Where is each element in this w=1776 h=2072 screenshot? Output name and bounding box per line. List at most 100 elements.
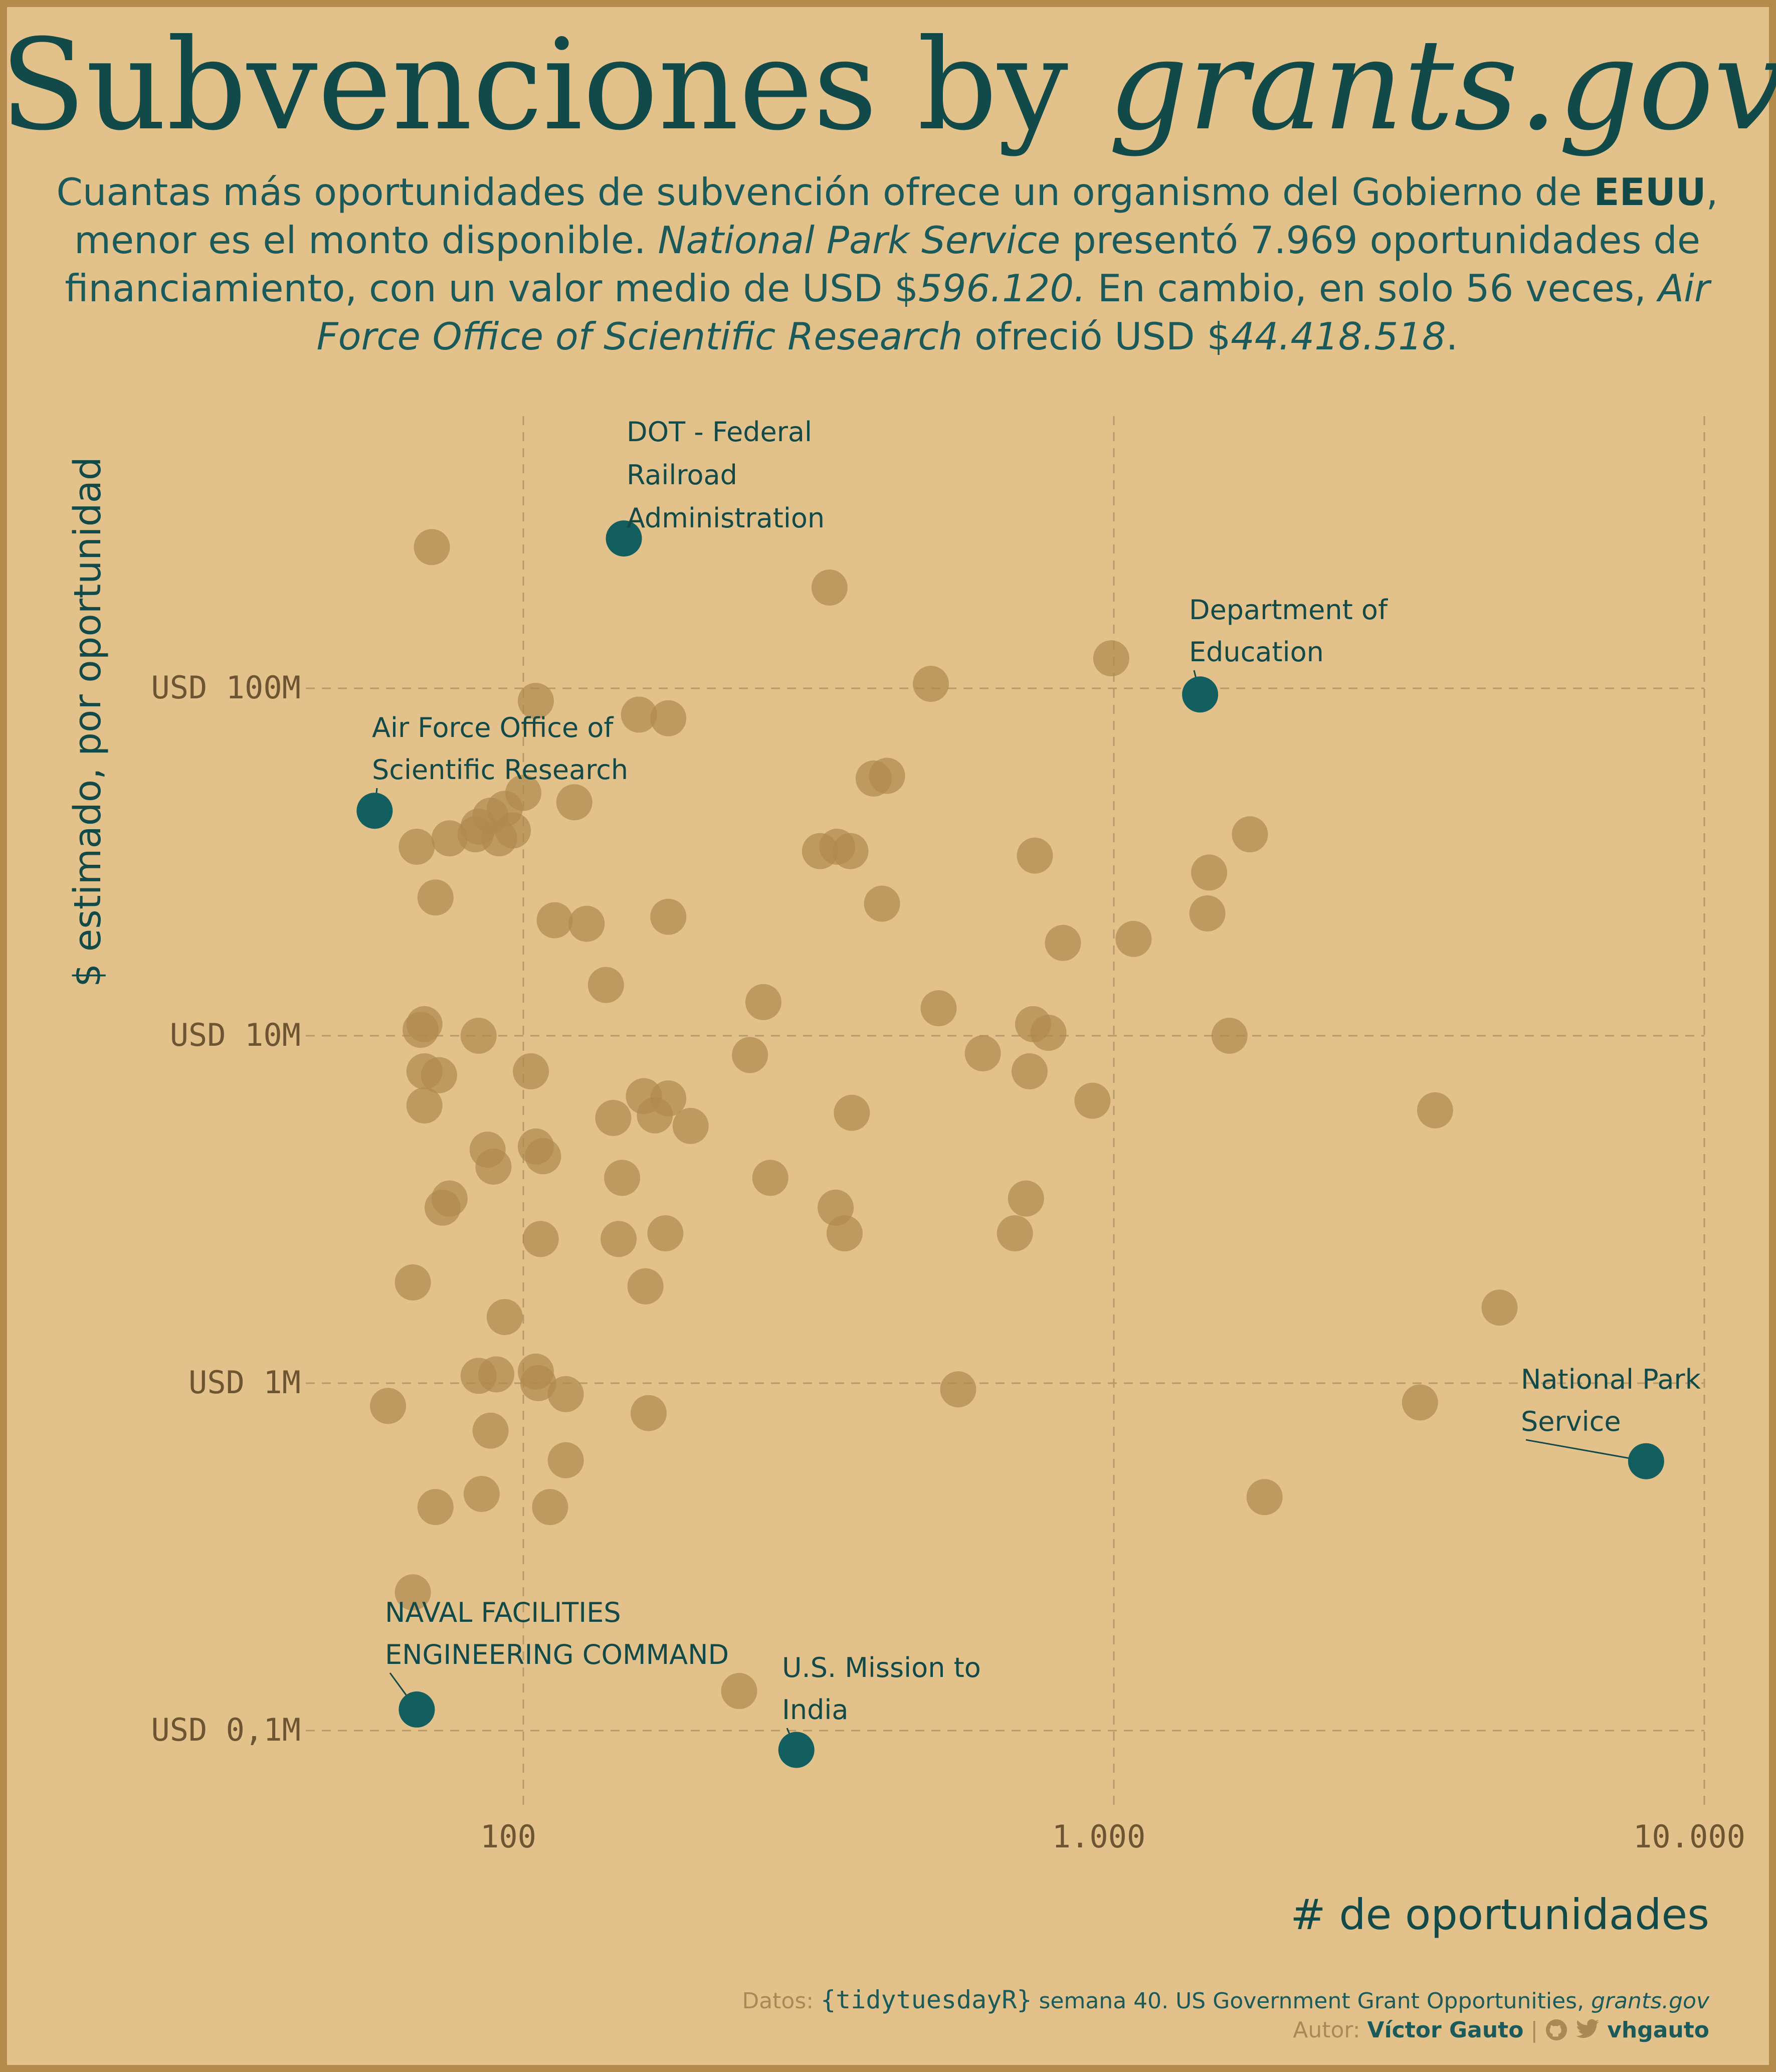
data-point [811,570,848,606]
x-axis-label: # de oportunidades [1290,1890,1709,1939]
data-point [460,1018,497,1054]
highlight-label-line: National Park [1521,1364,1701,1395]
highlight-label: U.S. Mission to India [782,1652,981,1726]
subtitle-text-4: En cambio, en solo 56 veces, [1085,266,1658,310]
twitter-icon[interactable] [1575,2018,1600,2040]
highlight-point [1628,1443,1664,1479]
chart-subtitle: Cuantas más oportunidades de subvención … [30,168,1744,360]
data-point [478,1356,515,1393]
data-point [869,758,905,794]
highlight-label-line: NAVAL FACILITIES [385,1597,621,1628]
data-point [601,1221,637,1257]
subtitle-text-6: . [1446,314,1458,358]
y-tick-label: USD 1M [188,1364,301,1401]
y-tick-label: USD 10M [170,1017,301,1053]
data-point [547,1376,584,1412]
data-point [752,1160,788,1196]
y-axis-ticks: USD 0,1M USD 1M USD 10M USD 100M [151,669,301,1748]
data-point [1191,854,1228,891]
data-point [1402,1384,1438,1421]
caption-author-name: Víctor Gauto [1367,2017,1524,2043]
highlight-label: National Park Service [1521,1364,1701,1437]
highlight-label-line: DOT - Federal [627,416,812,448]
data-point [403,1012,439,1048]
highlight-point [778,1732,815,1768]
data-point [1481,1289,1518,1326]
highlight-label: DOT - Federal Railroad Administration [627,416,825,534]
data-point [997,1215,1033,1252]
highlight-label: NAVAL FACILITIES ENGINEERING COMMAND [385,1597,729,1670]
data-points [370,529,1518,1710]
data-point [920,990,957,1027]
data-point [421,1057,457,1093]
data-point [1093,640,1129,677]
data-point [834,1094,870,1131]
data-point [417,1489,454,1526]
caption-author: Autor: Víctor Gauto | vhgauto [742,2016,1709,2045]
highlight-label: Department of Education [1189,594,1389,668]
highlight-label-line: Railroad [627,459,737,491]
data-point [1211,1018,1248,1054]
data-point [732,1037,768,1073]
title-main: Subvenciones by [0,12,1108,158]
data-point [431,820,468,857]
data-point [1115,920,1152,957]
y-tick-label: USD 0,1M [151,1712,301,1748]
x-axis-ticks: 100 1.000 10.000 [480,1818,1745,1855]
data-point [463,1475,500,1512]
data-point [394,1574,431,1611]
highlighted-points: DOT - Federal Railroad Administration Depar… [356,416,1701,1768]
caption-source: Datos: {tidytuesdayR} semana 40. US Gove… [742,1985,1709,2016]
data-point [556,784,593,821]
github-icon[interactable] [1545,2018,1568,2041]
highlight-point [606,520,642,557]
subtitle-italic-4: 44.418.518 [1231,314,1446,358]
data-point [568,905,605,942]
caption-separator: | [1523,2017,1545,2043]
label-leader-line [1525,1439,1647,1462]
data-point [832,833,869,869]
data-point [1189,895,1226,931]
highlight-label-line: Air Force Office of [372,712,614,743]
caption-source-site: grants.gov [1591,1988,1709,2014]
data-point [417,879,454,916]
data-point [650,898,687,935]
subtitle-text-3: presentó 7.969 oportunidades de financia… [65,218,1701,310]
data-point [940,1371,976,1408]
highlight-point [1182,676,1219,713]
chart-title: Subvenciones by grants.gov [0,10,1776,160]
x-tick-label: 1.000 [1052,1818,1146,1855]
data-point [1030,1015,1067,1051]
data-point [1232,816,1268,853]
data-point [913,666,949,702]
data-point [1008,1180,1044,1217]
data-point [370,1388,407,1424]
data-point [1074,1082,1111,1119]
highlight-label: Air Force Office of Scientific Research [372,712,628,786]
data-point [1045,924,1081,961]
data-point [1417,1092,1453,1128]
x-tick-label: 100 [480,1818,536,1855]
data-point [964,1035,1001,1072]
data-point [486,1299,523,1336]
y-axis-label: $ estimado, por oportunidad [66,457,109,987]
title-italic: grants.gov [1108,12,1776,158]
highlight-point [356,793,393,829]
data-point [394,1264,431,1301]
data-point [475,1149,512,1185]
data-point [802,833,838,869]
caption-source-package: {tidytuesdayR} [821,1985,1032,2014]
data-point [672,1107,709,1144]
data-point [532,1489,568,1526]
data-point [520,1365,556,1401]
subtitle-italic-2: 596.120. [918,266,1086,310]
subtitle-bold-1: EEUU [1594,170,1706,214]
highlight-label-line: Administration [627,502,825,534]
data-point [525,1138,561,1175]
data-point [637,1097,673,1134]
data-point [621,696,657,733]
highlight-label-line: Service [1521,1406,1621,1437]
highlight-label-line: ENGINEERING COMMAND [385,1639,729,1670]
data-point [630,1395,667,1431]
